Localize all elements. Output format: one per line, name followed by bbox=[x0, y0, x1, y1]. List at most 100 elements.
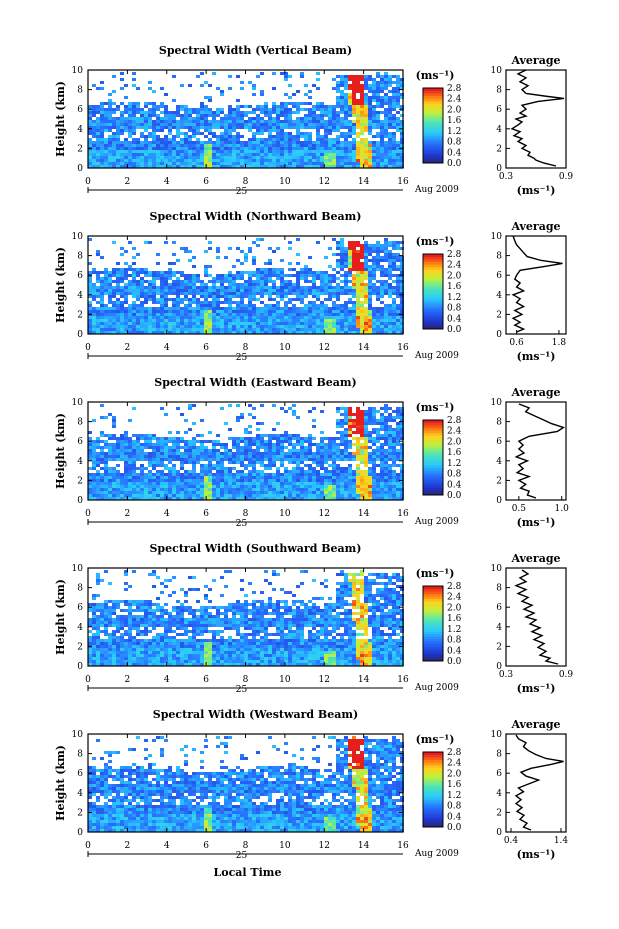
heatmap-cell bbox=[140, 485, 144, 488]
heatmap-cell bbox=[344, 476, 348, 479]
heatmap-cell bbox=[284, 485, 288, 488]
heatmap-cell bbox=[176, 135, 180, 138]
heatmap-cell bbox=[388, 328, 392, 331]
heatmap-cell bbox=[128, 135, 132, 138]
heatmap-cell bbox=[92, 482, 96, 485]
heatmap-cell bbox=[168, 141, 172, 144]
heatmap-cell bbox=[232, 491, 236, 494]
heatmap-cell bbox=[336, 102, 340, 105]
heatmap-cell bbox=[336, 277, 340, 280]
heatmap-cell bbox=[208, 129, 212, 132]
heatmap-cell bbox=[132, 467, 136, 470]
heatmap-cell bbox=[332, 322, 336, 325]
heatmap-cell bbox=[88, 319, 92, 322]
heatmap-cell bbox=[312, 470, 316, 473]
heatmap-cell bbox=[128, 310, 132, 313]
heatmap-cell bbox=[172, 159, 176, 162]
heatmap-cell bbox=[112, 138, 116, 141]
heatmap-cell bbox=[352, 310, 356, 313]
heatmap-cell bbox=[356, 274, 360, 277]
heatmap-cell bbox=[128, 162, 132, 165]
heatmap-cell bbox=[128, 485, 132, 488]
heatmap-cell bbox=[388, 99, 392, 102]
heatmap-cell bbox=[352, 322, 356, 325]
heatmap-cell bbox=[164, 156, 168, 159]
heatmap-cell bbox=[300, 123, 304, 126]
heatmap-cell bbox=[272, 126, 276, 129]
heatmap-cell bbox=[264, 283, 268, 286]
heatmap-cell bbox=[184, 488, 188, 491]
y-tick-label: 8 bbox=[77, 252, 83, 262]
colorbar-segment bbox=[423, 110, 443, 114]
heatmap-cell bbox=[392, 90, 396, 93]
heatmap-cell bbox=[236, 404, 240, 407]
heatmap-cell bbox=[292, 120, 296, 123]
heatmap-cell bbox=[336, 419, 340, 422]
heatmap-cell bbox=[272, 105, 276, 108]
heatmap-cell bbox=[292, 298, 296, 301]
heatmap-cell bbox=[260, 274, 264, 277]
heatmap-cell bbox=[292, 289, 296, 292]
heatmap-cell bbox=[292, 410, 296, 413]
heatmap-cell bbox=[368, 165, 372, 168]
heatmap-cell bbox=[268, 482, 272, 485]
heatmap-cell bbox=[144, 491, 148, 494]
heatmap-cell bbox=[368, 286, 372, 289]
heatmap-cell bbox=[88, 328, 92, 331]
heatmap-cell bbox=[128, 108, 132, 111]
heatmap-cell bbox=[388, 111, 392, 114]
heatmap-cell bbox=[116, 449, 120, 452]
colorbar-segment bbox=[423, 294, 443, 297]
heatmap-cell bbox=[164, 449, 168, 452]
heatmap-cell bbox=[112, 470, 116, 473]
heatmap-cell bbox=[200, 105, 204, 108]
heatmap-cell bbox=[300, 322, 304, 325]
heatmap-cell bbox=[332, 108, 336, 111]
heatmap-cell bbox=[324, 271, 328, 274]
heatmap-cell bbox=[224, 292, 228, 295]
heatmap-cell bbox=[176, 126, 180, 129]
heatmap-cell bbox=[156, 316, 160, 319]
heatmap-cell bbox=[148, 494, 152, 497]
heatmap-cell bbox=[104, 491, 108, 494]
heatmap-cell bbox=[240, 271, 244, 274]
heatmap-cell bbox=[228, 452, 232, 455]
heatmap-cell bbox=[124, 488, 128, 491]
heatmap-cell bbox=[156, 292, 160, 295]
heatmap-cell bbox=[152, 102, 156, 105]
heatmap-cell bbox=[144, 307, 148, 310]
heatmap-cell bbox=[228, 165, 232, 168]
heatmap-cell bbox=[236, 132, 240, 135]
heatmap-cell bbox=[304, 114, 308, 117]
heatmap-cell bbox=[168, 313, 172, 316]
heatmap-cell bbox=[392, 105, 396, 108]
heatmap-cell bbox=[296, 458, 300, 461]
heatmap-cell bbox=[164, 138, 168, 141]
heatmap-cell bbox=[160, 271, 164, 274]
heatmap-cell bbox=[320, 322, 324, 325]
heatmap-cell bbox=[160, 277, 164, 280]
heatmap-cell bbox=[260, 283, 264, 286]
heatmap-cell bbox=[280, 102, 284, 105]
heatmap-cell bbox=[172, 464, 176, 467]
heatmap-cell bbox=[204, 162, 208, 165]
heatmap-cell bbox=[304, 482, 308, 485]
heatmap-cell bbox=[304, 93, 308, 96]
heatmap-cell bbox=[296, 476, 300, 479]
heatmap-cell bbox=[344, 147, 348, 150]
heatmap-cell bbox=[124, 452, 128, 455]
heatmap-cell bbox=[96, 87, 100, 90]
heatmap-cell bbox=[216, 159, 220, 162]
heatmap-cell bbox=[332, 162, 336, 165]
heatmap-cell bbox=[300, 319, 304, 322]
heatmap-cell bbox=[144, 331, 148, 334]
heatmap-cell bbox=[156, 117, 160, 120]
heatmap-cell bbox=[328, 150, 332, 153]
colorbar-tick-label: 1.6 bbox=[447, 282, 462, 292]
heatmap-cell bbox=[152, 301, 156, 304]
heatmap-cell bbox=[128, 111, 132, 114]
heatmap-cell bbox=[236, 295, 240, 298]
x-tick-label: 4 bbox=[164, 177, 170, 187]
heatmap-cell bbox=[176, 494, 180, 497]
heatmap-cell bbox=[396, 253, 400, 256]
